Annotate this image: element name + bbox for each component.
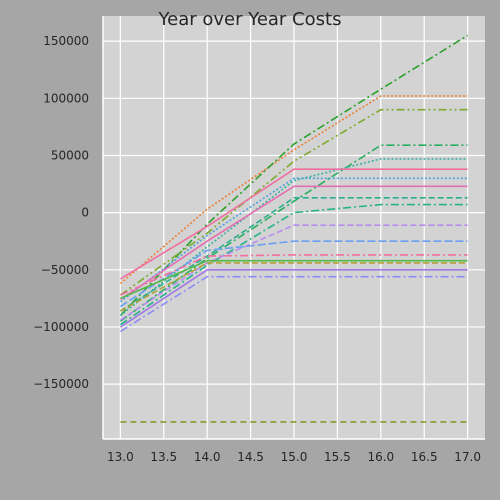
x-tick-label: 14.5 xyxy=(237,450,264,464)
x-tick-label: 14.0 xyxy=(194,450,221,464)
x-tick-label: 16.5 xyxy=(411,450,438,464)
x-tick-label: 15.5 xyxy=(324,450,351,464)
series-line-11 xyxy=(119,240,468,308)
y-tick-label: 0 xyxy=(81,206,89,220)
y-tick-label: −50000 xyxy=(41,263,89,277)
tick-labels: 13.0 13.5 14.0 14.5 15.0 15.5 16.0 16.5 17.0 −150… xyxy=(33,34,481,464)
chart-title: Year over Year Costs xyxy=(158,9,342,30)
series-line-0 xyxy=(119,95,468,285)
series-line-14 xyxy=(120,262,468,312)
series-line-7 xyxy=(119,185,468,301)
y-tick-label: −150000 xyxy=(33,377,89,391)
axes xyxy=(102,16,485,440)
series-line-16 xyxy=(119,275,468,333)
series-lines xyxy=(119,34,469,423)
series-line-12 xyxy=(120,254,468,296)
series-line-15 xyxy=(119,268,468,328)
y-tick-label: −100000 xyxy=(33,320,89,334)
x-tick-label: 16.0 xyxy=(367,450,394,464)
series-line-8 xyxy=(119,197,468,312)
x-tick-label: 13.5 xyxy=(150,450,177,464)
y-tick-label: 100000 xyxy=(43,91,89,105)
series-line-13 xyxy=(120,259,468,300)
series-line-5 xyxy=(119,168,468,280)
series-line-6 xyxy=(119,177,468,303)
x-tick-label: 17.0 xyxy=(454,450,481,464)
x-tick-label: 13.0 xyxy=(107,450,134,464)
y-tick-label: 50000 xyxy=(51,148,89,162)
series-line-9 xyxy=(119,203,468,326)
x-tick-label: 15.0 xyxy=(281,450,308,464)
series-line-10 xyxy=(119,224,468,321)
y-tick-label: 150000 xyxy=(43,34,89,48)
